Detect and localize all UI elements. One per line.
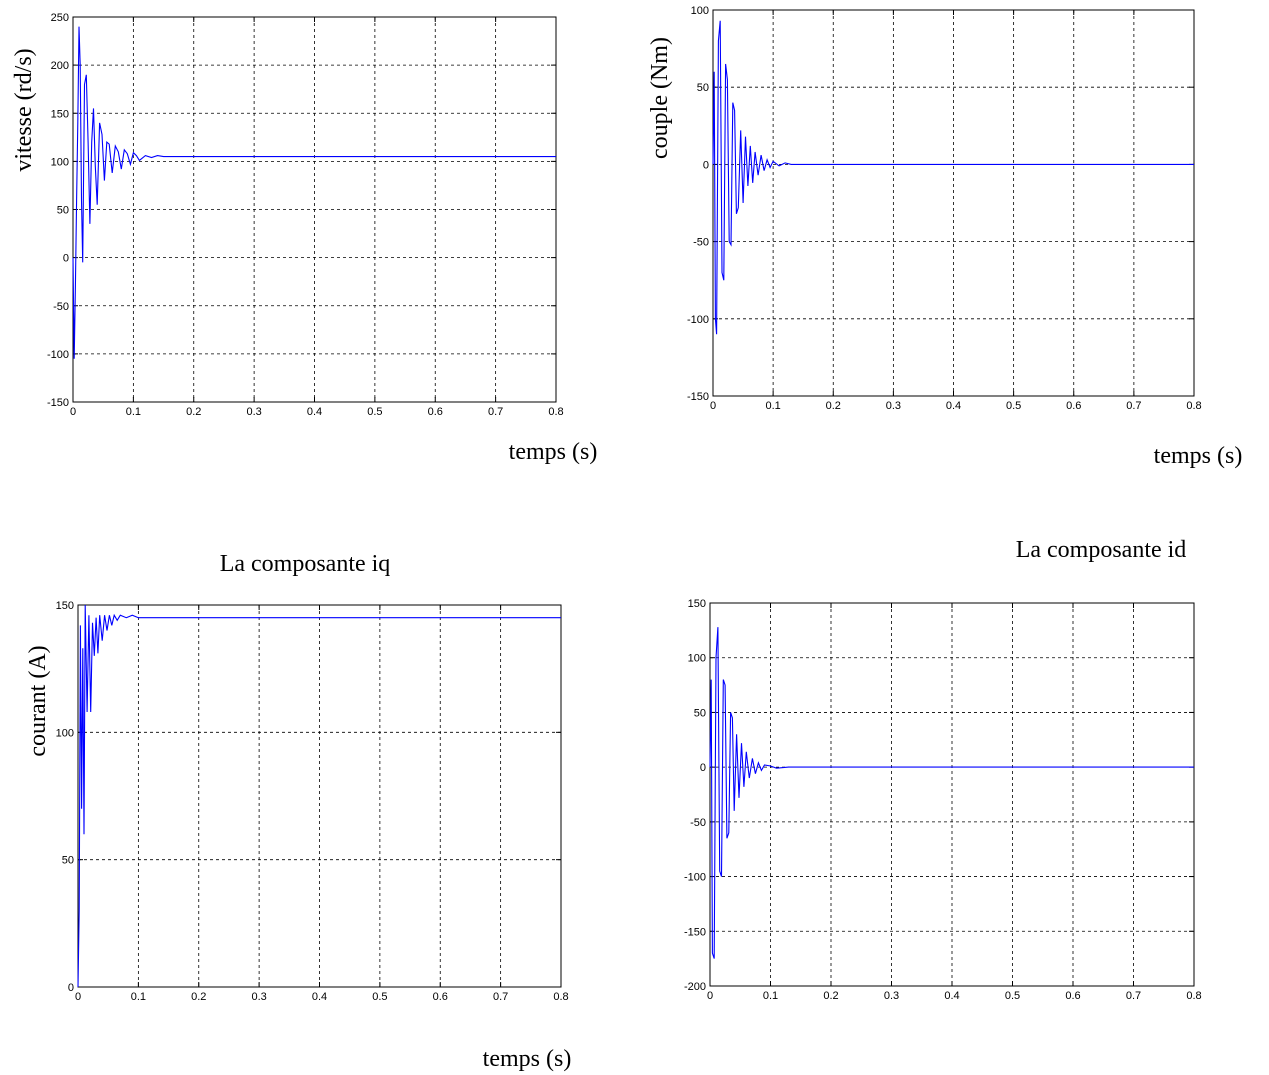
id-ytick-label: -100 xyxy=(684,872,706,884)
torque-xtick-label: 0 xyxy=(710,400,716,412)
torque-xtick-label: 0.2 xyxy=(826,400,841,412)
id-xtick-label: 0.5 xyxy=(1005,990,1020,1002)
torque-ytick-label: -100 xyxy=(687,314,709,326)
iq-chart: La composante iq 0 0.1 0.2 0.3 0.4 0.5 0.6 0.7 0… xyxy=(25,551,571,1072)
iq-xtick-label: 0.8 xyxy=(553,991,568,1003)
id-ytick-label: 0 xyxy=(700,762,706,774)
speed-ytick-label: 0 xyxy=(63,253,69,265)
speed-xtick-label: 0.4 xyxy=(307,406,322,418)
iq-ylabel: courant (A) xyxy=(25,645,51,756)
speed-ytick-label: 250 xyxy=(51,12,69,24)
torque-ytick-label: 100 xyxy=(691,5,709,17)
iq-ytick-label: 50 xyxy=(62,855,74,867)
id-chart: La composante id 0 0.1 0.2 0.3 0.4 0.5 0.6 0.7 0… xyxy=(684,537,1202,1002)
speed-xtick-label: 0 xyxy=(70,406,76,418)
torque-xtick-label: 0.1 xyxy=(765,400,780,412)
torque-xtick-label: 0.4 xyxy=(946,400,961,412)
torque-xtick-label: 0.5 xyxy=(1006,400,1021,412)
iq-ytick-label: 0 xyxy=(68,982,74,994)
id-ytick-label: 100 xyxy=(688,653,706,665)
speed-xlabel: temps (s) xyxy=(509,439,598,465)
id-ytick-label: 150 xyxy=(688,598,706,610)
speed-chart: 0 0.1 0.2 0.3 0.4 0.5 0.6 0.7 0.8 -150 -100 -50 0 50 1… xyxy=(11,12,597,465)
speed-xtick-label: 0.5 xyxy=(367,406,382,418)
iq-xtick-label: 0.7 xyxy=(493,991,508,1003)
speed-series-line xyxy=(72,26,556,359)
torque-ytick-label: 50 xyxy=(697,82,709,94)
iq-xtick-label: 0.1 xyxy=(131,991,146,1003)
id-xtick-label: 0.8 xyxy=(1186,990,1201,1002)
torque-ytick-label: -50 xyxy=(693,237,709,249)
torque-ytick-label: -150 xyxy=(687,391,709,403)
id-ytick-label: -200 xyxy=(684,981,706,993)
speed-xtick-label: 0.6 xyxy=(428,406,443,418)
id-title: La composante id xyxy=(1016,537,1187,563)
speed-xtick-label: 0.7 xyxy=(488,406,503,418)
speed-xtick-label: 0.2 xyxy=(186,406,201,418)
iq-ytick-label: 100 xyxy=(56,727,74,739)
id-xtick-label: 0 xyxy=(707,990,713,1002)
id-xtick-label: 0.1 xyxy=(763,990,778,1002)
id-series-line xyxy=(709,627,1194,959)
id-xtick-label: 0.2 xyxy=(823,990,838,1002)
iq-xtick-label: 0.2 xyxy=(191,991,206,1003)
torque-ylabel: couple (Nm) xyxy=(647,37,673,159)
iq-title: La composante iq xyxy=(220,551,391,577)
speed-xtick-label: 0.1 xyxy=(126,406,141,418)
iq-series-line xyxy=(77,604,561,988)
iq-xtick-label: 0.6 xyxy=(433,991,448,1003)
speed-ytick-label: -50 xyxy=(53,301,69,313)
torque-xtick-label: 0.6 xyxy=(1066,400,1081,412)
id-ytick-label: -50 xyxy=(690,817,706,829)
speed-ytick-label: -100 xyxy=(47,349,69,361)
id-xtick-label: 0.7 xyxy=(1126,990,1141,1002)
speed-ytick-label: 50 xyxy=(57,205,69,217)
id-xtick-label: 0.4 xyxy=(944,990,959,1002)
speed-ytick-label: 100 xyxy=(51,156,69,168)
torque-xlabel: temps (s) xyxy=(1154,443,1243,469)
speed-ytick-label: -150 xyxy=(47,397,69,409)
id-ytick-label: 50 xyxy=(694,707,706,719)
id-xtick-label: 0.3 xyxy=(884,990,899,1002)
torque-ytick-label: 0 xyxy=(703,159,709,171)
speed-ylabel: vitesse (rd/s) xyxy=(11,48,37,171)
torque-xtick-label: 0.3 xyxy=(886,400,901,412)
id-xtick-label: 0.6 xyxy=(1065,990,1080,1002)
speed-xtick-label: 0.3 xyxy=(246,406,261,418)
torque-series-line xyxy=(712,20,1194,335)
torque-xtick-label: 0.8 xyxy=(1186,400,1201,412)
torque-xtick-label: 0.7 xyxy=(1126,400,1141,412)
iq-xtick-label: 0.3 xyxy=(251,991,266,1003)
iq-xtick-label: 0 xyxy=(75,991,81,1003)
torque-chart: 0 0.1 0.2 0.3 0.4 0.5 0.6 0.7 0.8 -150 -100 -50 0 50 1… xyxy=(647,5,1242,469)
iq-xlabel: temps (s) xyxy=(483,1046,572,1072)
speed-xtick-label: 0.8 xyxy=(548,406,563,418)
speed-ytick-label: 150 xyxy=(51,108,69,120)
id-ytick-label: -150 xyxy=(684,926,706,938)
iq-xtick-label: 0.4 xyxy=(312,991,327,1003)
speed-ytick-label: 200 xyxy=(51,60,69,72)
iq-xtick-label: 0.5 xyxy=(372,991,387,1003)
iq-ytick-label: 150 xyxy=(56,600,74,612)
